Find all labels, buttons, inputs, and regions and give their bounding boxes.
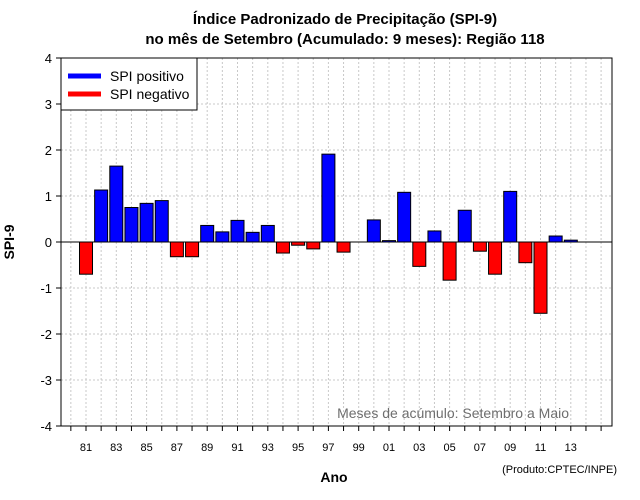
bar-1990 (215, 231, 230, 243)
bar-2004 (427, 230, 442, 243)
y-tick-label: -1 (40, 281, 52, 296)
bar-2000 (366, 219, 381, 243)
bar-1993 (260, 224, 275, 243)
x-tick-label: 81 (80, 442, 92, 454)
y-tick-label: 3 (45, 97, 52, 112)
chart-title-line1: Índice Padronizado de Precipitação (SPI-… (193, 11, 497, 28)
x-tick-label: 97 (322, 442, 334, 454)
legend: SPI positivo SPI negativo (60, 57, 198, 111)
x-tick-label: 85 (140, 442, 152, 454)
x-axis: 81 83 85 87 89 91 93 95 97 99 01 03 05 07 09 11 13 (70, 426, 602, 454)
chart-title-line2: no mês de Setembro (Acumulado: 9 meses):… (145, 31, 544, 48)
bar-2011 (533, 241, 548, 314)
bar-2010 (518, 241, 533, 264)
y-tick-label: 2 (45, 143, 52, 158)
bar-1997 (321, 153, 336, 243)
x-tick-label: 11 (535, 442, 546, 454)
bar-1989 (200, 224, 215, 243)
legend-label-positive: SPI positivo (110, 68, 184, 84)
bar-2002 (397, 191, 412, 243)
y-tick-label: -4 (40, 419, 52, 434)
bar-1982 (94, 189, 109, 243)
x-tick-label: 13 (565, 442, 577, 454)
bar-2009 (503, 190, 518, 243)
bar-1988 (185, 241, 200, 258)
x-tick-label: 95 (292, 442, 304, 454)
y-tick-label: 0 (45, 235, 52, 250)
x-tick-label: 83 (110, 442, 122, 454)
y-tick-label: -2 (40, 327, 52, 342)
bar-1981 (79, 241, 93, 275)
y-axis-label: SPI-9 (1, 224, 17, 259)
bar-1994 (275, 241, 290, 254)
accumulation-note: Meses de acúmulo: Setembro a Maio (337, 405, 569, 421)
x-tick-label: 01 (383, 442, 395, 454)
y-tick-label: -3 (40, 373, 52, 388)
bars-group (79, 153, 578, 314)
x-tick-label: 89 (201, 442, 213, 454)
bar-2012 (548, 235, 563, 243)
bar-2007 (472, 241, 487, 252)
bar-2008 (488, 241, 503, 275)
bar-1983 (109, 165, 124, 243)
bar-1985 (139, 202, 154, 243)
bar-1996 (306, 241, 321, 250)
x-tick-label: 87 (171, 442, 183, 454)
x-tick-label: 99 (353, 442, 365, 454)
x-axis-label: Ano (320, 469, 347, 485)
bar-2006 (457, 209, 472, 243)
x-tick-label: 05 (443, 442, 455, 454)
bar-1991 (230, 219, 245, 243)
bar-1998 (336, 241, 351, 253)
x-tick-label: 93 (262, 442, 274, 454)
x-tick-label: 03 (413, 442, 425, 454)
y-tick-label: 4 (45, 51, 52, 66)
y-tick-label: 1 (45, 189, 52, 204)
bar-2003 (412, 241, 427, 267)
x-tick-label: 09 (504, 442, 516, 454)
bar-1984 (124, 207, 139, 243)
x-tick-label: 07 (474, 442, 486, 454)
product-credit: (Produto:CPTEC/INPE) (502, 464, 617, 476)
bar-1992 (245, 231, 260, 243)
legend-label-negative: SPI negativo (110, 86, 190, 102)
legend-box (60, 57, 198, 111)
x-tick-label: 91 (231, 442, 243, 454)
bar-1987 (169, 241, 184, 258)
y-axis: -4 -3 -2 -1 0 1 2 3 4 (40, 51, 61, 434)
bar-2005 (442, 241, 457, 281)
bar-1986 (154, 200, 169, 243)
